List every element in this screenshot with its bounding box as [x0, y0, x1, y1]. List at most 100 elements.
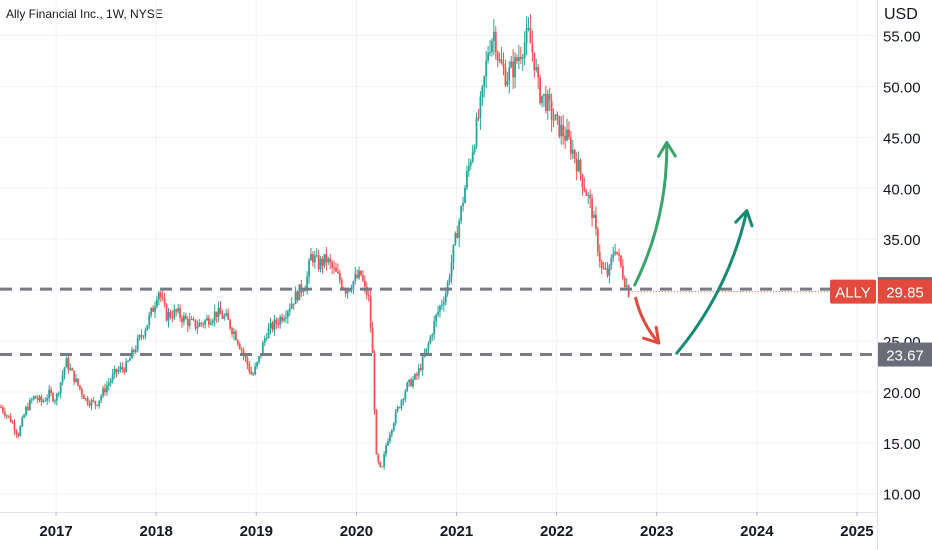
candle-body [612, 253, 615, 258]
candle-body [250, 371, 253, 375]
candle-body [400, 400, 403, 408]
candle-body [275, 319, 278, 324]
candle-body [134, 349, 137, 352]
candle-body [333, 267, 335, 269]
y-tick-label: 35.00 [883, 232, 921, 249]
candle-body [48, 389, 51, 399]
candle-body [571, 149, 574, 154]
candle-body [11, 421, 14, 424]
candle-body [79, 385, 81, 389]
candle-body [616, 251, 618, 254]
symbol-tag [830, 279, 876, 304]
candle-body [121, 366, 124, 369]
candle-body [579, 159, 582, 175]
candle-body [487, 53, 489, 61]
candle-body [460, 206, 463, 221]
candle-body [234, 331, 237, 341]
candle-body [412, 379, 414, 387]
candle-body [454, 233, 457, 245]
candle-body [344, 289, 347, 294]
candle-body [358, 270, 361, 278]
candle-body [42, 400, 45, 402]
candle-body [269, 322, 272, 329]
candle-body [381, 466, 384, 468]
candle-body [587, 194, 590, 196]
candle-body [3, 411, 6, 416]
candle-body [581, 174, 584, 188]
candle-body [548, 94, 551, 101]
levels [0, 287, 877, 357]
candle-body [335, 267, 337, 272]
candle-body [462, 203, 464, 207]
candle-body [50, 389, 52, 394]
candle-body [560, 124, 563, 137]
candle-body [204, 320, 206, 325]
candle-body [125, 361, 128, 372]
candle-body [500, 59, 503, 64]
candle-body [111, 374, 114, 381]
candle-body [329, 258, 332, 263]
x-tick-label: 2018 [139, 523, 172, 540]
candle-body [379, 461, 382, 467]
candle-body [566, 129, 568, 141]
candle-body [54, 400, 56, 402]
candle-body [288, 308, 291, 312]
candle-body [190, 318, 193, 320]
candle-body [69, 368, 72, 370]
candle-body [225, 313, 228, 316]
candle-body [623, 278, 626, 287]
candle-body [585, 190, 588, 196]
candle-body [481, 86, 484, 97]
candle-body [512, 61, 515, 78]
candle-body [173, 309, 176, 318]
candle-body [469, 161, 472, 166]
candle-body [564, 136, 567, 141]
candle-body [96, 404, 99, 406]
candle-body [73, 370, 76, 382]
candle-body [377, 454, 380, 462]
candle-body [546, 94, 549, 111]
candle-body [600, 261, 603, 268]
grid [0, 0, 877, 512]
candle-body [119, 366, 122, 370]
candle-body [177, 308, 180, 312]
candle-body [444, 293, 447, 303]
candle-body [337, 271, 339, 274]
candle-body [223, 315, 226, 319]
candle-body [306, 276, 309, 290]
candle-body [184, 315, 187, 319]
candle-body [558, 115, 561, 137]
candle-body [17, 434, 20, 436]
candle-body [67, 357, 70, 370]
candle-body [104, 388, 106, 393]
candle-body [431, 334, 434, 337]
candle-body [348, 290, 351, 292]
candle-body [302, 291, 305, 293]
candle-body [415, 374, 418, 376]
candle-body [23, 414, 26, 418]
candle-body [82, 394, 85, 400]
candle-body [620, 255, 622, 266]
candle-body [539, 77, 541, 104]
candle-body [517, 57, 520, 62]
level-price-tag [878, 342, 932, 367]
candle-body [248, 364, 251, 372]
candle-body [556, 114, 559, 116]
candle-body [34, 396, 37, 399]
candle-body [59, 382, 62, 394]
arrow-shaft [675, 209, 749, 355]
arrow-head [642, 325, 661, 345]
candle-body [398, 407, 401, 409]
candle-body [614, 251, 617, 254]
candle-body [267, 328, 270, 339]
candle-body [55, 393, 58, 401]
candle-body [327, 258, 330, 263]
candle-body [618, 253, 620, 256]
candle-body [265, 338, 268, 340]
candle-body [113, 369, 116, 375]
x-tick-label: 2023 [640, 523, 673, 540]
candle-body [313, 255, 316, 263]
candle-body [148, 314, 151, 325]
candle-body [498, 59, 501, 61]
